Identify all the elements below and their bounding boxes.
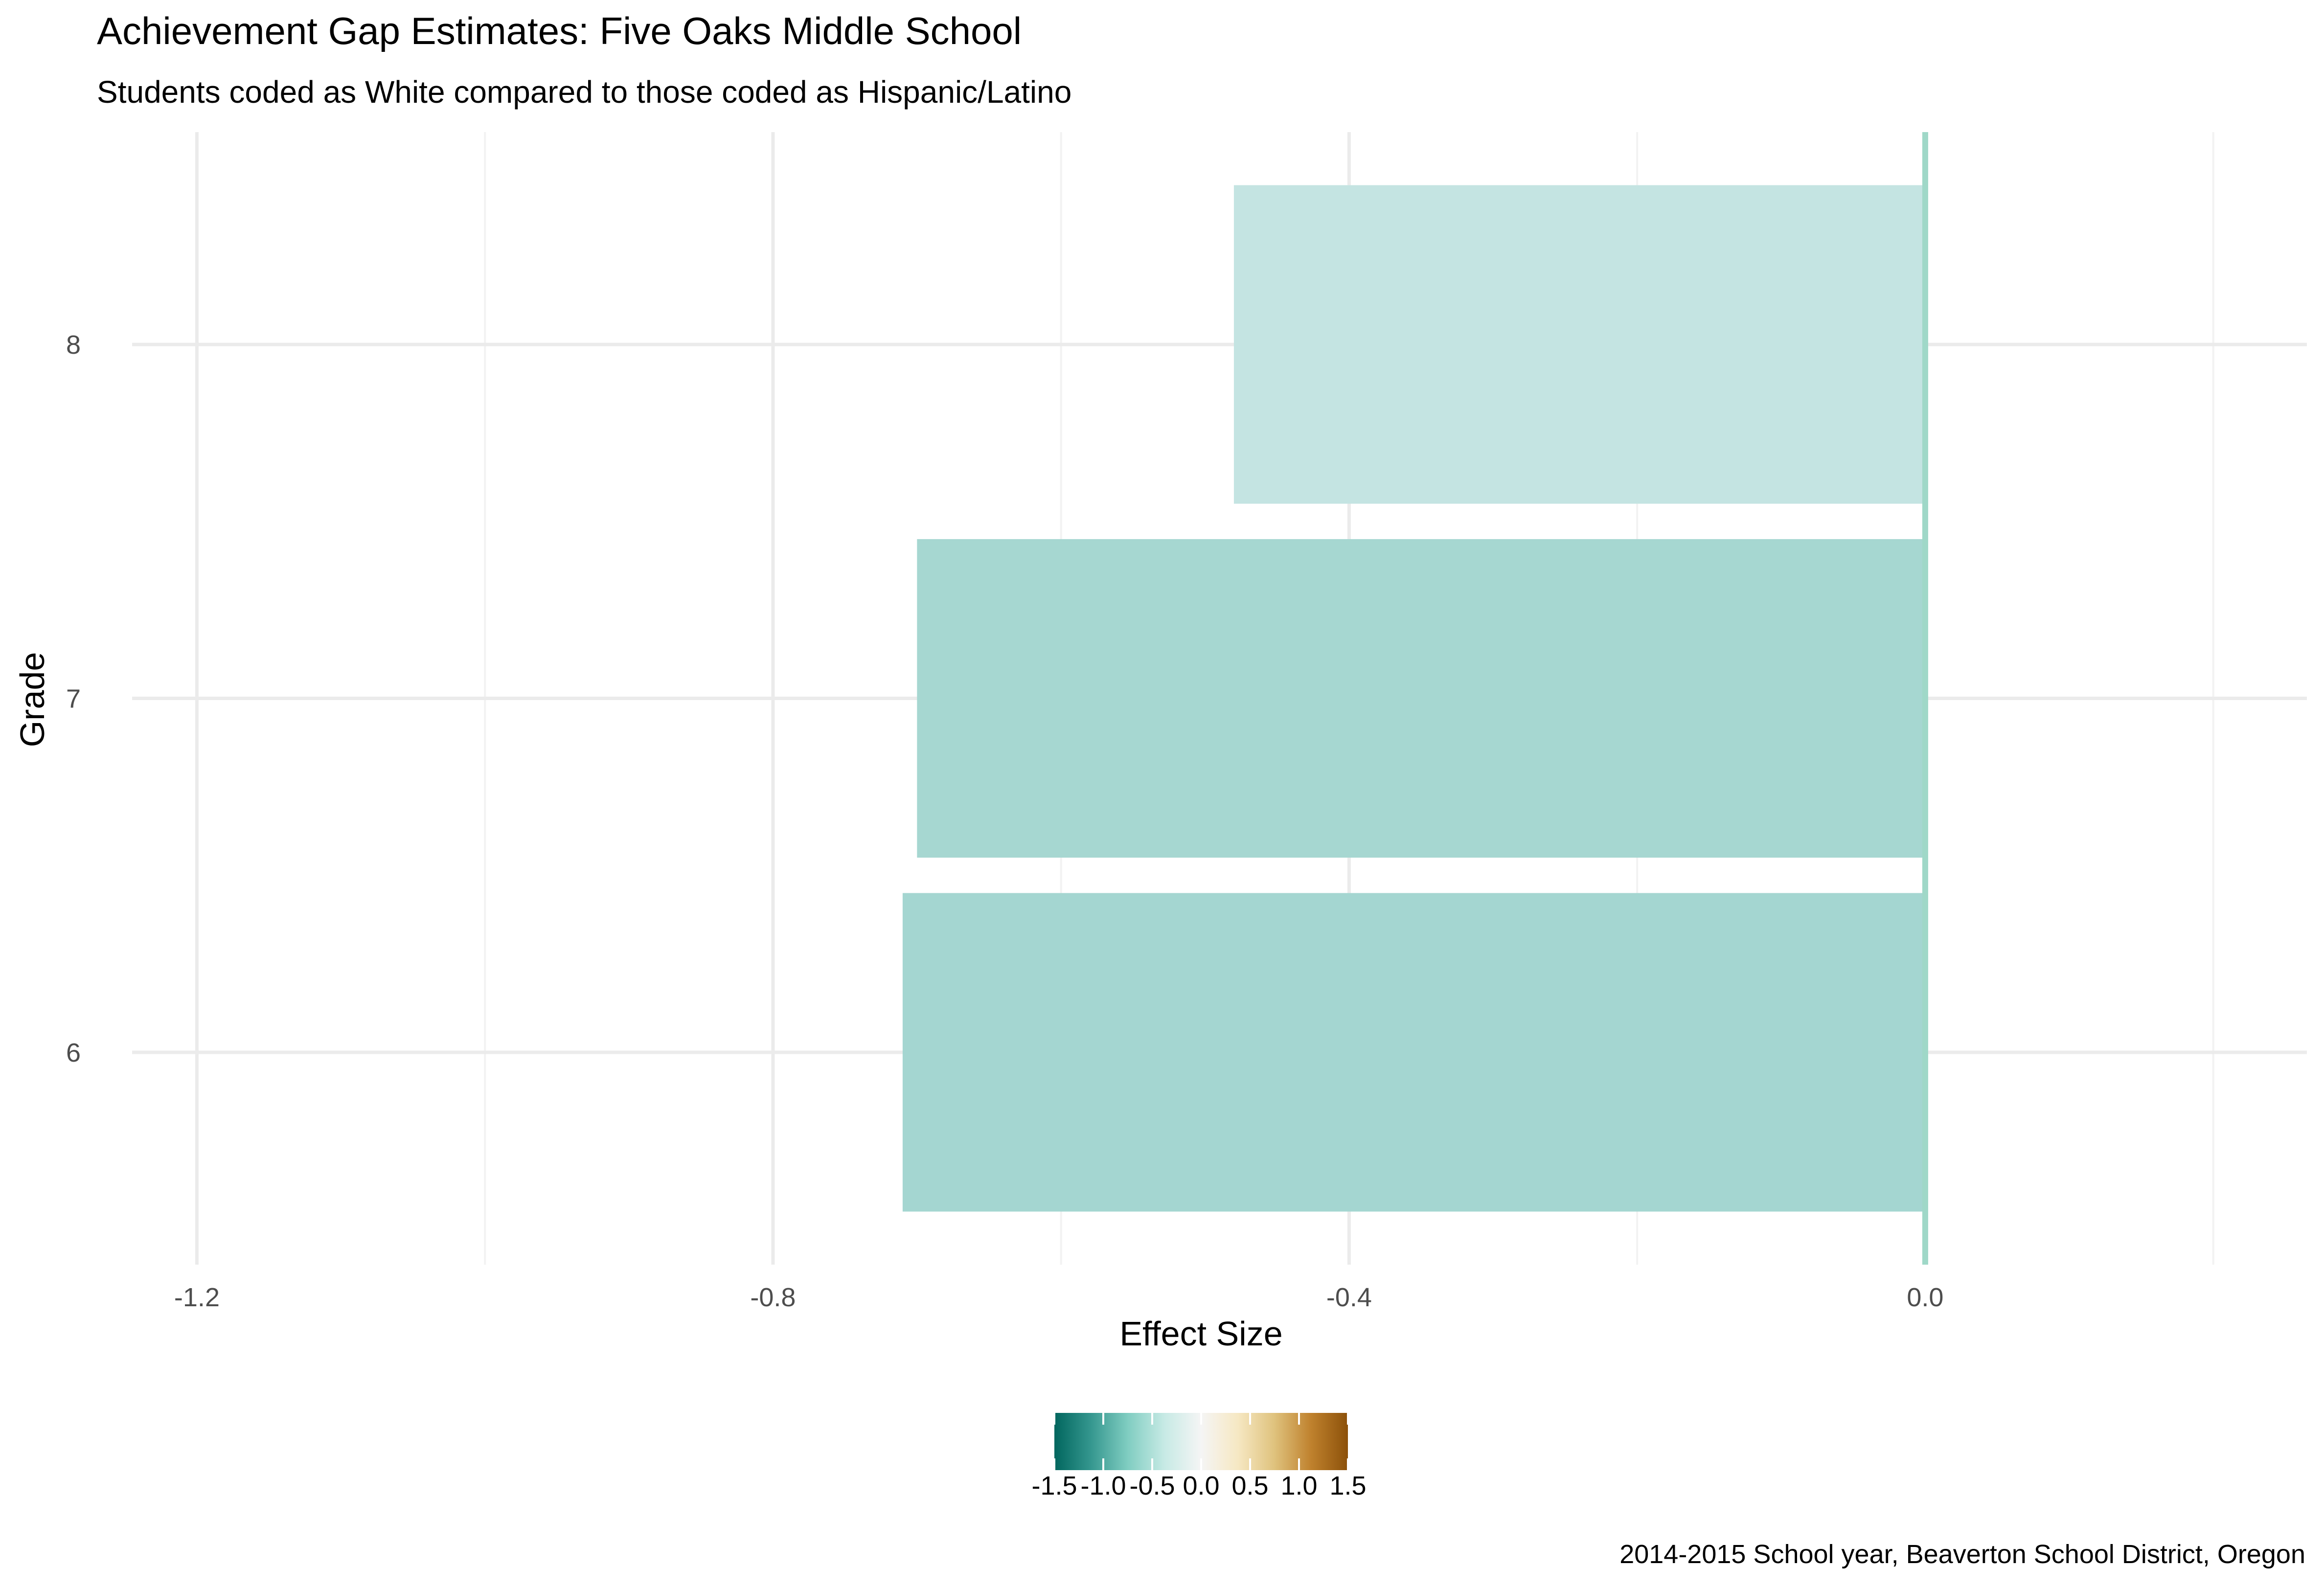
bar-grade-7 xyxy=(917,539,1925,858)
y-axis-label: Grade xyxy=(13,652,51,748)
chart-subtitle: Students coded as White compared to thos… xyxy=(97,74,1071,110)
x-axis-label: Effect Size xyxy=(1119,1315,1282,1353)
colorbar-tick-label: 1.0 xyxy=(1280,1471,1317,1500)
colorbar-tick-label: 0.0 xyxy=(1183,1471,1219,1500)
chart-title: Achievement Gap Estimates: Five Oaks Mid… xyxy=(97,9,1022,52)
x-tick-label: -0.8 xyxy=(750,1283,796,1312)
y-tick-label: 6 xyxy=(66,1038,81,1068)
colorbar-tick-label: 0.5 xyxy=(1231,1471,1268,1500)
x-tick-label: -0.4 xyxy=(1326,1283,1372,1312)
colorbar-tick-label: -1.5 xyxy=(1031,1471,1077,1500)
chart-caption: 2014-2015 School year, Beaverton School … xyxy=(1619,1540,2305,1569)
y-tick-label: 8 xyxy=(66,330,81,360)
colorbar-tick-label: -0.5 xyxy=(1129,1471,1175,1500)
colorbar-tick-label: 1.5 xyxy=(1329,1471,1366,1500)
bar-grade-8 xyxy=(1233,185,1925,504)
x-tick-label: 0.0 xyxy=(1907,1283,1943,1312)
x-tick-label: -1.2 xyxy=(174,1283,220,1312)
y-tick-label: 7 xyxy=(66,684,81,714)
colorbar-legend: -1.5 -1.0 -0.5 0.0 0.5 1.0 1.5 xyxy=(1031,1413,1367,1500)
bar-grade-6 xyxy=(902,893,1925,1212)
colorbar-tick-label: -1.0 xyxy=(1080,1471,1126,1500)
